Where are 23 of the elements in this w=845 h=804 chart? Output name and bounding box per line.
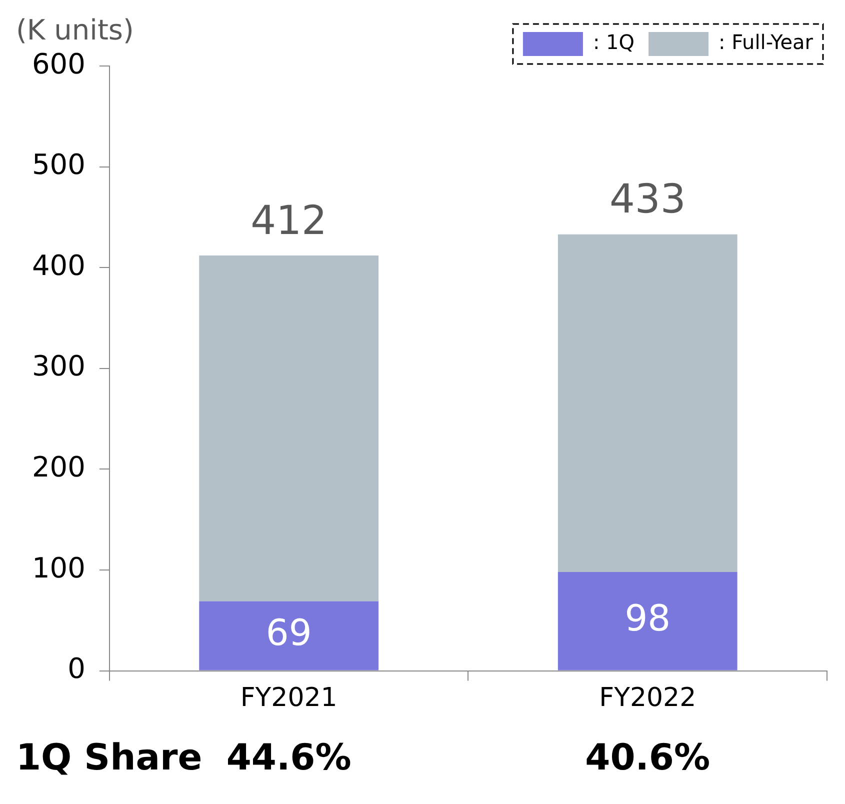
bar bbox=[558, 234, 738, 572]
data-label: 69 bbox=[266, 613, 312, 654]
y-tick-label: 300 bbox=[32, 350, 86, 383]
legend-label: : 1Q bbox=[592, 30, 635, 54]
y-axis-title: (K units) bbox=[16, 13, 134, 46]
text: 44.6% bbox=[226, 737, 352, 778]
y-tick-label: 100 bbox=[32, 551, 86, 584]
y-tick-label: 400 bbox=[32, 248, 86, 282]
total-label: 412 bbox=[250, 198, 328, 244]
y-tick-label: 600 bbox=[32, 47, 86, 80]
y-tick-label: 200 bbox=[32, 450, 86, 484]
text: 40.6% bbox=[585, 737, 710, 778]
bar bbox=[199, 256, 379, 602]
x-tick-label: FY2022 bbox=[599, 683, 696, 714]
bar bbox=[558, 572, 738, 670]
total-label: 433 bbox=[609, 176, 686, 223]
x-tick-label: FY2021 bbox=[240, 683, 338, 714]
data-label: 98 bbox=[624, 598, 671, 640]
bar bbox=[199, 601, 379, 670]
y-tick-label: 500 bbox=[32, 148, 86, 182]
y-tick-label: 0 bbox=[68, 652, 86, 686]
legend-label: : Full-Year bbox=[718, 30, 814, 54]
text: 1Q Share bbox=[16, 737, 202, 778]
